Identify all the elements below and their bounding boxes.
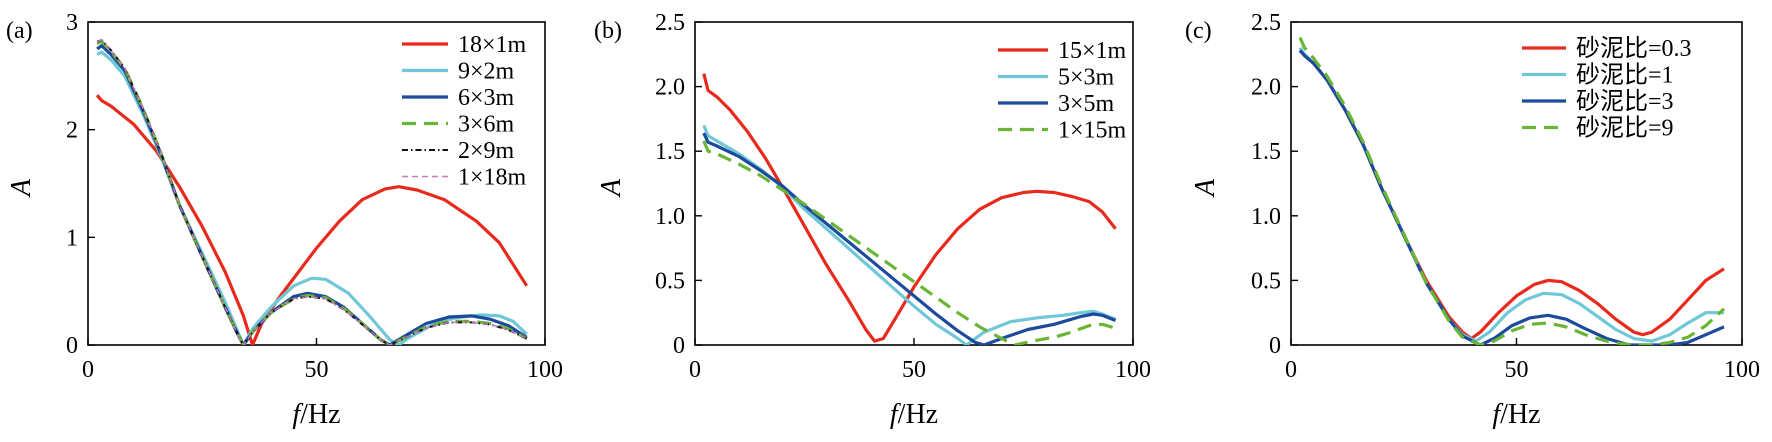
y-tick-label: 0.5 bbox=[1251, 268, 1281, 294]
x-tick-label: 0 bbox=[1285, 357, 1297, 383]
x-tick-label: 50 bbox=[305, 357, 329, 383]
legend-label: 3×6m bbox=[458, 112, 515, 138]
y-tick-label: 2.0 bbox=[1251, 75, 1281, 101]
x-tick-label: 100 bbox=[1115, 357, 1151, 383]
y-tick-label: 2.5 bbox=[1251, 10, 1281, 36]
legend-label: 1×15m bbox=[1058, 118, 1127, 144]
y-axis-label: A bbox=[596, 178, 627, 198]
legend-label: 9×2m bbox=[458, 59, 515, 85]
x-tick-label: 0 bbox=[82, 357, 94, 383]
y-tick-label: 1.0 bbox=[1251, 204, 1281, 230]
x-tick-label: 100 bbox=[1724, 357, 1760, 383]
legend-label: 15×1m bbox=[1058, 38, 1127, 64]
y-tick-label: 1.5 bbox=[655, 139, 685, 165]
panel-label: (b) bbox=[594, 18, 622, 44]
y-axis-label: A bbox=[1190, 178, 1221, 198]
x-axis-label: f/Hz bbox=[292, 399, 340, 430]
legend-label: 砂泥比=0.3 bbox=[1576, 35, 1692, 62]
panel-c: (c) 0 50 10000.51.01.52.02.5f/HzA砂泥比=0.3砂泥… bbox=[1185, 10, 1760, 430]
series-line bbox=[1298, 36, 1726, 345]
y-tick-label: 1 bbox=[66, 225, 78, 251]
series-line bbox=[702, 140, 1116, 345]
series-line bbox=[702, 73, 1117, 343]
series-line bbox=[95, 94, 529, 345]
legend-label: 5×3m bbox=[1058, 65, 1115, 91]
x-axis-label: f/Hz bbox=[1492, 399, 1540, 430]
series-line bbox=[1298, 49, 1725, 345]
x-tick-label: 0 bbox=[689, 357, 701, 383]
legend-label: 3×5m bbox=[1058, 91, 1115, 117]
x-axis-label: f/Hz bbox=[890, 399, 938, 430]
legend-label: 砂泥比=9 bbox=[1576, 115, 1674, 142]
y-tick-label: 0 bbox=[66, 333, 78, 359]
y-tick-label: 0.5 bbox=[655, 268, 685, 294]
legend-label: 6×3m bbox=[458, 85, 515, 111]
x-tick-label: 50 bbox=[902, 357, 926, 383]
series-line bbox=[702, 132, 1117, 345]
legend-label: 18×1m bbox=[458, 32, 527, 58]
panel-label: (c) bbox=[1185, 18, 1212, 44]
y-axis-label: A bbox=[6, 178, 37, 198]
y-tick-label: 2.0 bbox=[655, 75, 685, 101]
legend-label: 砂泥比=1 bbox=[1576, 62, 1674, 89]
legend-label: 2×9m bbox=[458, 138, 515, 164]
panel-b: (b) 0 50 100 0 0.5 1.0 1.5 2.0 2.5 f/Hz A 15×1m5×3m… bbox=[594, 10, 1151, 430]
x-tick-label: 50 bbox=[1505, 357, 1529, 383]
x-tick-label: 100 bbox=[527, 357, 563, 383]
panel-a: (a) 0 50 100 0 1 2 3 f/Hz A 18×1m9×2m6×3m3×6m2×9m… bbox=[6, 10, 563, 430]
y-tick-label: 0 bbox=[1269, 333, 1281, 359]
series-line bbox=[96, 39, 527, 345]
y-tick-label: 2.5 bbox=[655, 10, 685, 36]
legend-label: 砂泥比=3 bbox=[1576, 88, 1674, 115]
y-tick-label: 3 bbox=[66, 10, 78, 36]
legend-label: 1×18m bbox=[458, 165, 527, 191]
y-tick-label: 1.0 bbox=[655, 204, 685, 230]
y-tick-label: 2 bbox=[66, 118, 78, 144]
y-tick-label: 0 bbox=[673, 333, 685, 359]
y-tick-label: 1.5 bbox=[1251, 139, 1281, 165]
panel-label: (a) bbox=[6, 18, 33, 44]
